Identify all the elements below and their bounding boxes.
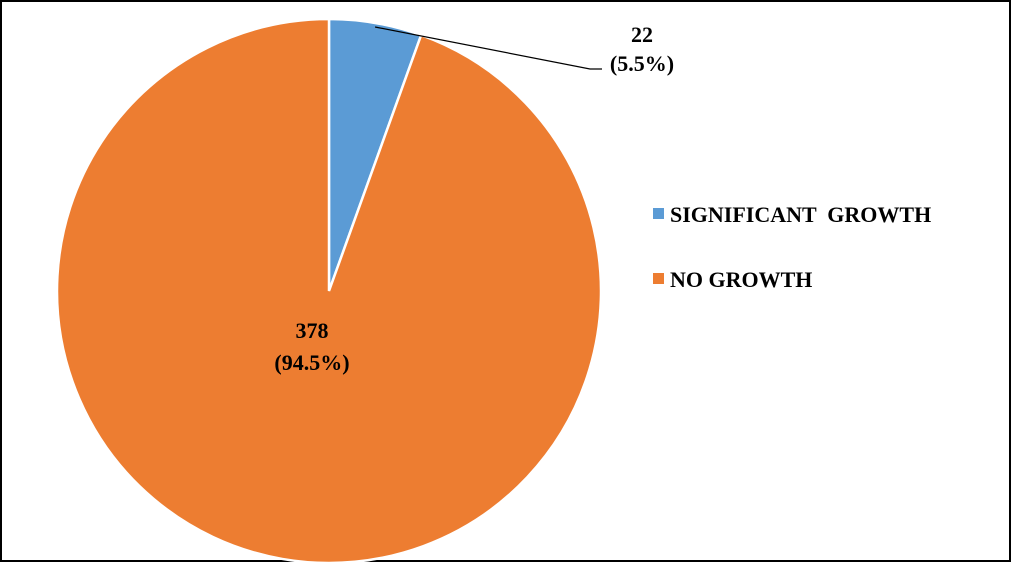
legend: SIGNIFICANT GROWTH NO GROWTH <box>653 202 931 292</box>
legend-label-significant-growth: SIGNIFICANT GROWTH <box>670 202 931 227</box>
data-label-no-growth-value: 378 <box>296 318 329 343</box>
leader-line <box>374 26 602 70</box>
legend-label-no-growth: NO GROWTH <box>670 267 812 292</box>
legend-swatch-no-growth <box>653 273 664 284</box>
pie-slice-no-growth <box>55 17 603 564</box>
data-label-significant-growth-percent: (5.5%) <box>610 51 674 76</box>
legend-swatch-significant-growth <box>653 208 664 219</box>
data-label-significant-growth-value: 22 <box>631 22 653 47</box>
pie-slices <box>55 17 603 564</box>
data-label-no-growth-percent: (94.5%) <box>274 350 349 375</box>
